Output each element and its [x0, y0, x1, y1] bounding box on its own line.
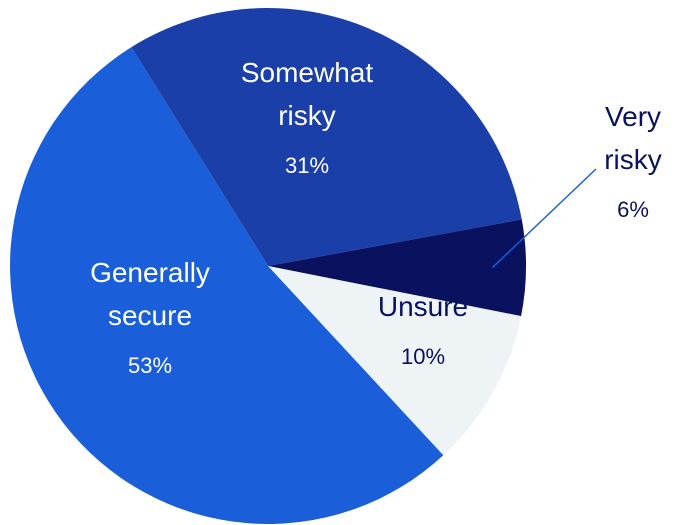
label-generally-secure: Generally secure 53% [90, 257, 210, 378]
slice-unsure [268, 266, 522, 456]
slice-very-risky [268, 219, 527, 317]
label-generally-secure-line: Generally [90, 257, 210, 288]
label-somewhat-risky: Somewhat risky 31% [241, 57, 374, 178]
leader-lines-layer [491, 168, 597, 269]
label-somewhat-risky-line: Somewhat [241, 57, 374, 88]
label-unsure-line: Unsure [378, 291, 468, 322]
label-very-risky-percent: 6% [617, 197, 649, 222]
label-somewhat-risky-line: risky [278, 100, 336, 131]
label-somewhat-risky-percent: 31% [285, 153, 329, 178]
label-unsure: Unsure 10% [378, 291, 468, 369]
label-generally-secure-line: secure [108, 300, 192, 331]
label-unsure-percent: 10% [401, 344, 445, 369]
labels-layer: Generally secure 53% Somewhat risky 31% Very ri… [90, 57, 662, 378]
label-very-risky-line: Very [605, 101, 661, 132]
slices-layer [10, 7, 527, 524]
label-generally-secure-percent: 53% [128, 353, 172, 378]
label-very-risky: Very risky 6% [604, 101, 662, 222]
slice-somewhat-risky [131, 7, 522, 267]
label-very-risky-line: risky [604, 144, 662, 175]
slice-generally-secure [10, 47, 444, 524]
leader-line-very-risky [491, 168, 597, 269]
